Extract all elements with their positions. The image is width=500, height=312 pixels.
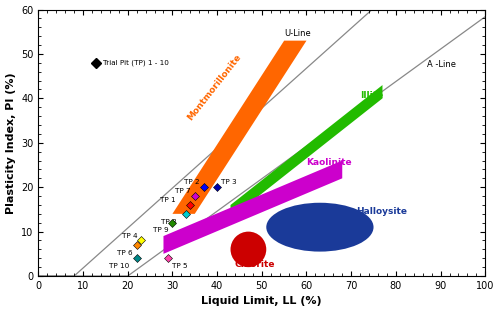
Polygon shape (172, 41, 306, 214)
Text: TP 10: TP 10 (109, 263, 129, 269)
Text: TP 6: TP 6 (117, 250, 133, 256)
Y-axis label: Plasticity Index, PI (%): Plasticity Index, PI (%) (6, 72, 16, 214)
X-axis label: Liquid Limit, LL (%): Liquid Limit, LL (%) (202, 296, 322, 306)
Polygon shape (230, 85, 382, 218)
Text: TP 7: TP 7 (176, 188, 191, 194)
Text: U-Line: U-Line (284, 29, 311, 38)
Polygon shape (164, 161, 342, 254)
Text: A -Line: A -Line (427, 60, 456, 69)
Text: TP 8: TP 8 (161, 219, 176, 225)
Text: TP 2: TP 2 (184, 179, 200, 185)
Text: Montmorillonite: Montmorillonite (186, 53, 243, 123)
Text: Halloysite: Halloysite (356, 207, 406, 216)
Text: TP 4: TP 4 (122, 233, 138, 239)
Text: Kaolinite: Kaolinite (306, 158, 352, 167)
Text: TP 3: TP 3 (222, 179, 237, 185)
Text: Illite: Illite (360, 91, 384, 100)
Ellipse shape (230, 232, 266, 267)
Text: TP 5: TP 5 (172, 263, 188, 269)
Text: Trial Pit (TP) 1 - 10: Trial Pit (TP) 1 - 10 (103, 60, 169, 66)
Ellipse shape (266, 203, 374, 251)
Text: Chlorite: Chlorite (235, 260, 276, 269)
Text: TP 9: TP 9 (153, 227, 168, 233)
Text: TP 1: TP 1 (160, 197, 176, 203)
